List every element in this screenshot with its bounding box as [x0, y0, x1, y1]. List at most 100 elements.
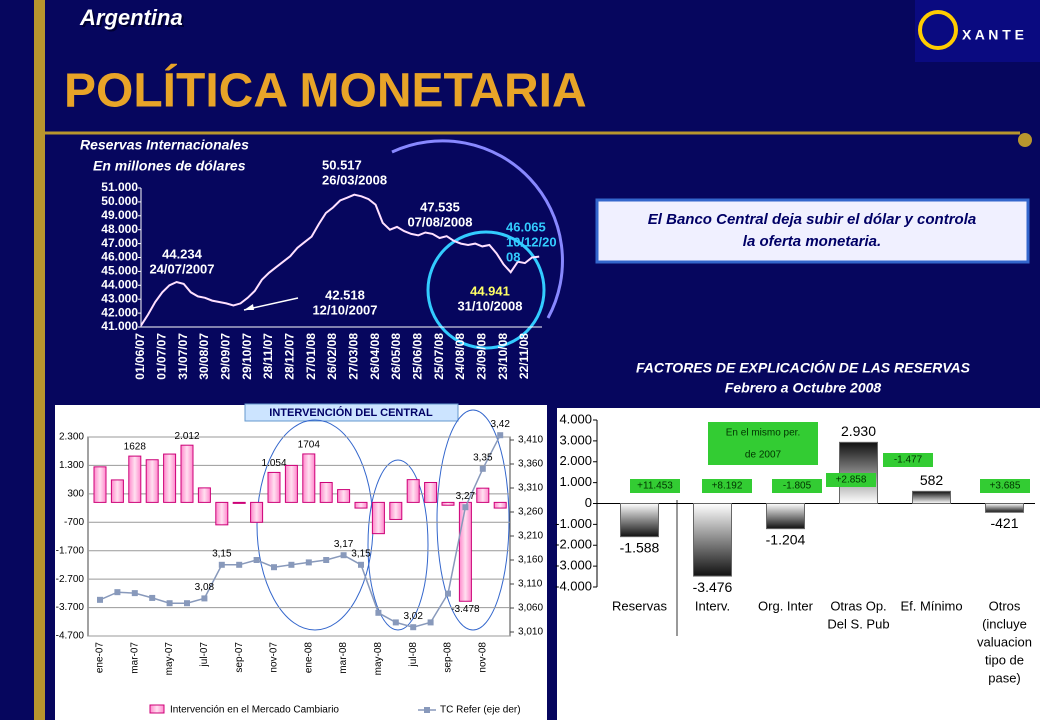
highlight-ellipse: [436, 409, 510, 631]
bar: [493, 501, 507, 509]
y-tick-label: 4.000: [559, 411, 592, 426]
bar: [389, 501, 403, 520]
y-tick-label: -3.000: [555, 558, 592, 573]
country: Argentina: [79, 5, 183, 30]
legend-swatch: [149, 704, 165, 714]
legend-label: TC Refer (eje der): [440, 705, 521, 716]
x-tick-label: mar-08: [338, 642, 349, 674]
annotation: 44.234: [162, 246, 203, 261]
marker: [479, 465, 486, 472]
x-tick-label: tipo de: [985, 652, 1024, 667]
y-tick-label: 3.000: [559, 432, 592, 447]
x-tick-label: nov-07: [269, 642, 280, 673]
annotation: 08: [506, 249, 520, 264]
x-tick-label: 25/07/08: [432, 333, 446, 380]
data-label: 2.012: [174, 431, 199, 442]
annotation: 47.535: [420, 199, 460, 214]
x-tick-label: Org. Inter: [758, 598, 814, 613]
y-tick-label: 42.000: [101, 305, 138, 319]
highlight-circle: [426, 230, 546, 350]
logo-text: X A N T E: [962, 27, 1024, 43]
comparison-box: [826, 473, 876, 487]
country-shadow: Argentina: [81, 7, 185, 32]
x-tick-label: ene-07: [95, 642, 106, 674]
marker: [323, 557, 330, 563]
comparison-label: +3.685: [990, 481, 1021, 492]
bar: [110, 479, 124, 503]
marker: [305, 559, 312, 566]
x-tick-label: may-07: [164, 642, 175, 676]
y-tick-label: 1.300: [59, 460, 84, 471]
y-tick-label: 2.000: [559, 453, 592, 468]
data-label: 3,27: [456, 491, 476, 502]
bar: [215, 501, 229, 526]
y-tick-label: -2.000: [555, 537, 592, 552]
note: de 2007: [745, 450, 782, 461]
bar: [319, 481, 333, 503]
bar: [458, 501, 472, 602]
x-tick-label: 25/06/08: [410, 333, 424, 380]
annotation: 42.518: [325, 287, 365, 302]
y-tick-label: -700: [64, 517, 84, 528]
y-tick-label: 47.000: [101, 236, 138, 250]
y-tick-label: 43.000: [101, 291, 138, 305]
y-tick-label: -1.000: [555, 516, 592, 531]
data-label: -3.476: [693, 579, 733, 595]
marker: [97, 596, 103, 603]
x-tick-label: 22/11/08: [517, 333, 531, 379]
comparison-box: [702, 479, 752, 493]
y2-tick-label: 3,310: [518, 483, 543, 494]
y-tick-label: -3.700: [56, 602, 85, 613]
y2-tick-label: 3,210: [518, 531, 543, 542]
x-tick-label: 23/10/08: [496, 333, 510, 380]
bar: [766, 503, 805, 530]
y-tick-label: 2.300: [59, 432, 84, 443]
bar: [284, 464, 298, 503]
data-label: 2.930: [841, 423, 876, 439]
x-tick-label: 24/08/08: [453, 333, 467, 380]
bar: [620, 503, 659, 538]
data-label: -1.204: [766, 531, 806, 547]
y-tick-label: 0: [585, 495, 592, 510]
bar: [337, 489, 351, 503]
comparison-box: [630, 479, 680, 493]
chart-title: FACTORES DE EXPLICACIÓN DE LAS RESERVAS: [636, 359, 971, 376]
gold-bar: [34, 0, 45, 720]
data-label: 3,15: [351, 548, 371, 559]
data-label: -421: [990, 515, 1018, 531]
marker: [149, 594, 156, 601]
x-tick-label: 31/07/07: [176, 333, 190, 380]
slide-title: POLÍTICA MONETARIA: [64, 64, 587, 118]
marker: [462, 504, 469, 511]
marker: [427, 619, 434, 626]
comparison-box: [883, 453, 933, 467]
title-box: [244, 403, 459, 422]
data-label: 1704: [298, 440, 321, 451]
data-label: -3.478: [451, 604, 480, 615]
note: En el mismo per.: [726, 428, 800, 439]
y-tick-label: 51.000: [101, 180, 138, 194]
legend-label: Intervención en el Mercado Cambiario: [170, 705, 339, 716]
marker: [392, 619, 399, 626]
y-tick-label: 1.000: [559, 474, 592, 489]
data-label: 3,17: [334, 539, 354, 550]
y-tick-label: 300: [67, 488, 84, 499]
bar: [693, 503, 732, 577]
y-tick-label: -4.000: [555, 578, 592, 593]
bar: [163, 453, 177, 503]
x-tick-label: 01/06/07: [133, 333, 147, 380]
bar: [145, 459, 159, 503]
x-tick-label: Otros: [989, 598, 1021, 613]
data-label: 1628: [124, 442, 147, 453]
y-tick-label: 44.000: [101, 277, 138, 291]
x-tick-label: 26/02/08: [325, 333, 339, 380]
x-tick-label: 23/09/08: [474, 333, 488, 380]
highlight-arc: [391, 139, 564, 319]
bar: [250, 501, 264, 523]
x-tick-label: sep-07: [234, 642, 245, 673]
highlight-ellipse: [367, 459, 429, 631]
marker: [184, 600, 190, 607]
x-tick-label: 27/01/08: [304, 333, 318, 380]
comparison-label: +8.192: [712, 481, 743, 492]
